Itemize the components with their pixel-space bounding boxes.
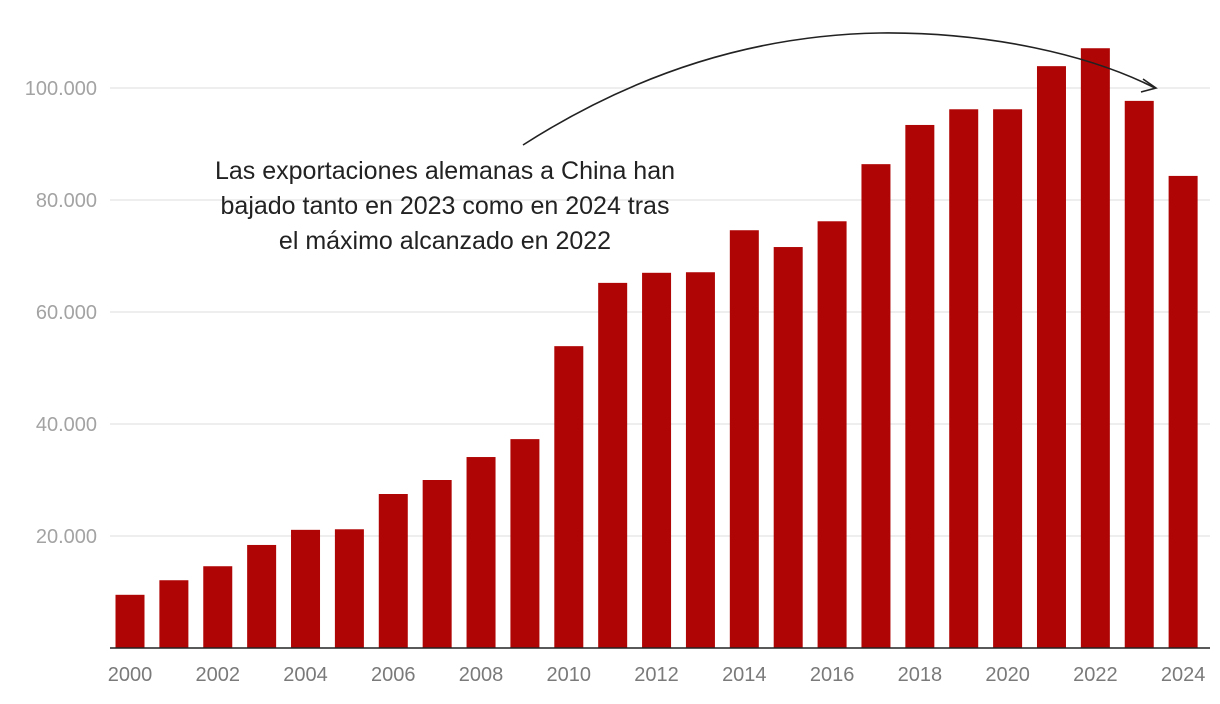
- annotation-line-1: Las exportaciones alemanas a China han: [215, 157, 675, 185]
- bar-2000: [115, 594, 145, 648]
- y-tick-label: 20.000: [36, 526, 97, 548]
- x-tick-label: 2002: [196, 664, 241, 686]
- x-tick-label: 2018: [898, 664, 943, 686]
- bar-2024: [1168, 175, 1198, 649]
- y-tick-label: 100.000: [25, 78, 97, 100]
- bar-2015: [773, 247, 803, 649]
- x-tick-label: 2020: [985, 664, 1030, 686]
- bar-2023: [1124, 100, 1154, 648]
- bar-2016: [817, 221, 847, 648]
- bar-2012: [642, 272, 672, 648]
- annotation-line-2: bajado tanto en 2023 como en 2024 tras: [221, 192, 670, 220]
- x-tick-label: 2014: [722, 664, 767, 686]
- bar-2022: [1080, 48, 1110, 649]
- y-tick-label: 60.000: [36, 302, 97, 324]
- x-tick-label: 2010: [547, 664, 592, 686]
- x-tick-label: 2006: [371, 664, 416, 686]
- x-axis-ticks: 2000 2002 2004 2006 2008 2010 2012 2014 2016 2018…: [108, 664, 1206, 686]
- x-tick-label: 2022: [1073, 664, 1118, 686]
- bar-2001: [159, 580, 189, 648]
- y-tick-label: 40.000: [36, 414, 97, 436]
- annotation: Las exportaciones alemanas a China han b…: [215, 32, 1158, 255]
- x-tick-label: 2004: [283, 664, 328, 686]
- y-axis-ticks: 20.000 40.000 60.000 80.000 100.000: [25, 78, 97, 548]
- bar-2011: [598, 282, 628, 648]
- arrow-head-icon: [1140, 78, 1158, 93]
- bar-2021: [1036, 66, 1066, 648]
- bar-2017: [861, 164, 891, 648]
- annotation-arrow: [522, 32, 1156, 146]
- bar-2002: [203, 566, 233, 648]
- bar-2003: [247, 544, 277, 648]
- bar-2018: [905, 124, 935, 648]
- x-tick-label: 2024: [1161, 664, 1206, 686]
- bar-2009: [510, 439, 540, 648]
- bar-2020: [993, 109, 1023, 648]
- x-tick-label: 2000: [108, 664, 153, 686]
- y-tick-label: 80.000: [36, 190, 97, 212]
- bar-2008: [466, 457, 496, 648]
- bar-2010: [554, 346, 584, 648]
- bar-2007: [422, 480, 452, 648]
- annotation-line-3: el máximo alcanzado en 2022: [279, 227, 611, 255]
- x-tick-label: 2012: [634, 664, 679, 686]
- x-tick-label: 2008: [459, 664, 504, 686]
- bar-2006: [378, 494, 408, 648]
- bar-2019: [949, 109, 979, 648]
- bar-2014: [729, 230, 759, 649]
- bars: [115, 48, 1198, 649]
- bar-2013: [685, 272, 715, 648]
- bar-2004: [291, 529, 321, 648]
- bar-2005: [334, 529, 364, 648]
- x-tick-label: 2016: [810, 664, 855, 686]
